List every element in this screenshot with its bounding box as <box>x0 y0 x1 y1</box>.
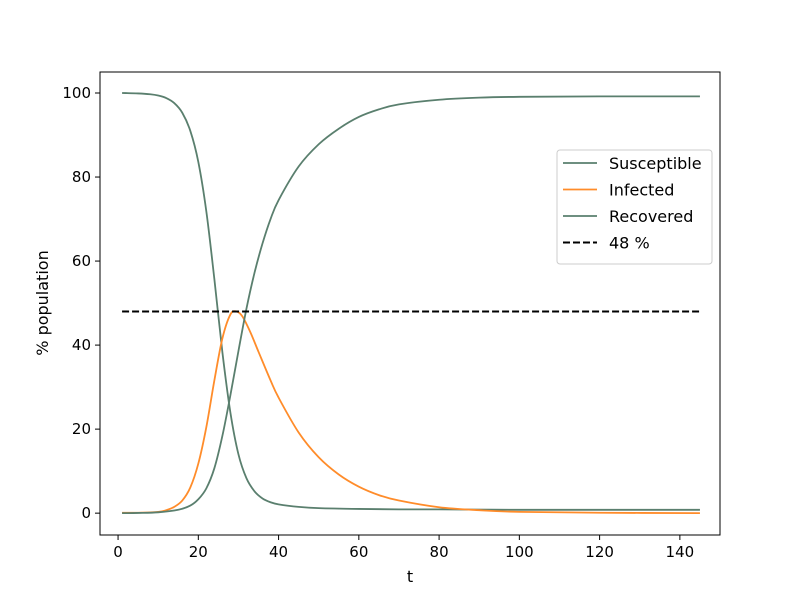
series-line-0 <box>122 92 700 511</box>
y-axis-label: % population <box>33 250 52 355</box>
x-tick-label: 120 <box>585 543 614 561</box>
x-axis-label: t <box>407 567 413 586</box>
series-line-2 <box>122 95 700 515</box>
x-axis-ticks: 0 20 40 60 80 100 120 140 <box>113 535 694 561</box>
x-tick-label: 0 <box>113 543 123 561</box>
plot-frame <box>99 71 721 536</box>
y-tick-label: 60 <box>72 252 91 270</box>
series-line-1 <box>122 310 700 515</box>
x-tick-label: 140 <box>666 543 695 561</box>
x-tick-label: 100 <box>505 543 534 561</box>
series-layer <box>122 92 700 515</box>
y-tick-label: 0 <box>81 504 91 522</box>
legend: Susceptible Infected Recovered 48 % <box>556 149 713 265</box>
x-tick-label: 20 <box>189 543 208 561</box>
legend-label: Susceptible <box>609 154 702 173</box>
y-tick-label: 80 <box>72 168 91 186</box>
y-tick-label: 40 <box>72 336 91 354</box>
y-tick-label: 20 <box>72 420 91 438</box>
legend-box <box>556 149 713 265</box>
legend-label: Recovered <box>609 207 693 226</box>
plot-area <box>100 72 720 535</box>
y-tick-label: 100 <box>62 84 91 102</box>
y-axis-ticks: 0 20 40 60 80 100 <box>62 84 100 522</box>
x-tick-label: 60 <box>349 543 368 561</box>
legend-label: 48 % <box>609 234 650 253</box>
x-tick-label: 80 <box>430 543 449 561</box>
x-tick-label: 40 <box>269 543 288 561</box>
legend-label: Infected <box>609 181 674 200</box>
